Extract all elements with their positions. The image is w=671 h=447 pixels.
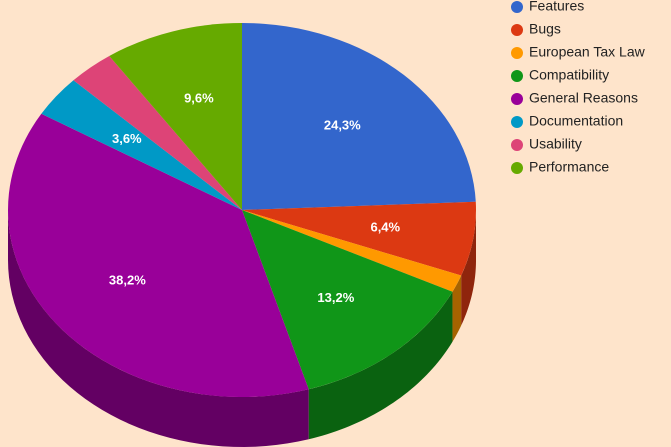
legend-text: European Tax Law bbox=[529, 44, 646, 60]
slice bbox=[109, 23, 242, 210]
legend-text: Features bbox=[529, 0, 584, 14]
slice bbox=[242, 210, 462, 292]
slice bbox=[242, 23, 476, 210]
legend-swatch bbox=[511, 116, 523, 128]
legend-swatch bbox=[511, 139, 523, 151]
legend-swatch bbox=[511, 70, 523, 82]
slice bbox=[242, 201, 477, 276]
legend-swatch bbox=[511, 24, 523, 36]
slice bbox=[242, 210, 453, 390]
slice-side bbox=[452, 275, 462, 342]
value-label: 6,4% bbox=[370, 220, 400, 235]
value-label: 9,6% bbox=[184, 91, 214, 106]
legend-text: General Reasons bbox=[529, 90, 638, 106]
slice-side bbox=[308, 291, 453, 440]
legend-swatch bbox=[511, 47, 523, 59]
value-label: 24,3% bbox=[324, 118, 361, 133]
legend-text: Compatibility bbox=[529, 67, 609, 83]
slice bbox=[73, 55, 242, 210]
slice-side bbox=[8, 210, 309, 447]
legend-swatch bbox=[511, 93, 523, 105]
legend-text: Bugs bbox=[529, 21, 561, 37]
legend-text: Documentation bbox=[529, 113, 623, 129]
legend-text: Performance bbox=[529, 159, 609, 175]
value-label: 13,2% bbox=[317, 290, 354, 305]
slice-side bbox=[461, 210, 476, 326]
legend-swatch bbox=[511, 1, 523, 13]
legend-text: Usability bbox=[529, 136, 582, 152]
value-label: 3,6% bbox=[112, 131, 142, 146]
value-label: 38,2% bbox=[109, 272, 146, 287]
legend-swatch bbox=[511, 162, 523, 174]
slice bbox=[7, 113, 309, 397]
slice bbox=[41, 80, 243, 210]
